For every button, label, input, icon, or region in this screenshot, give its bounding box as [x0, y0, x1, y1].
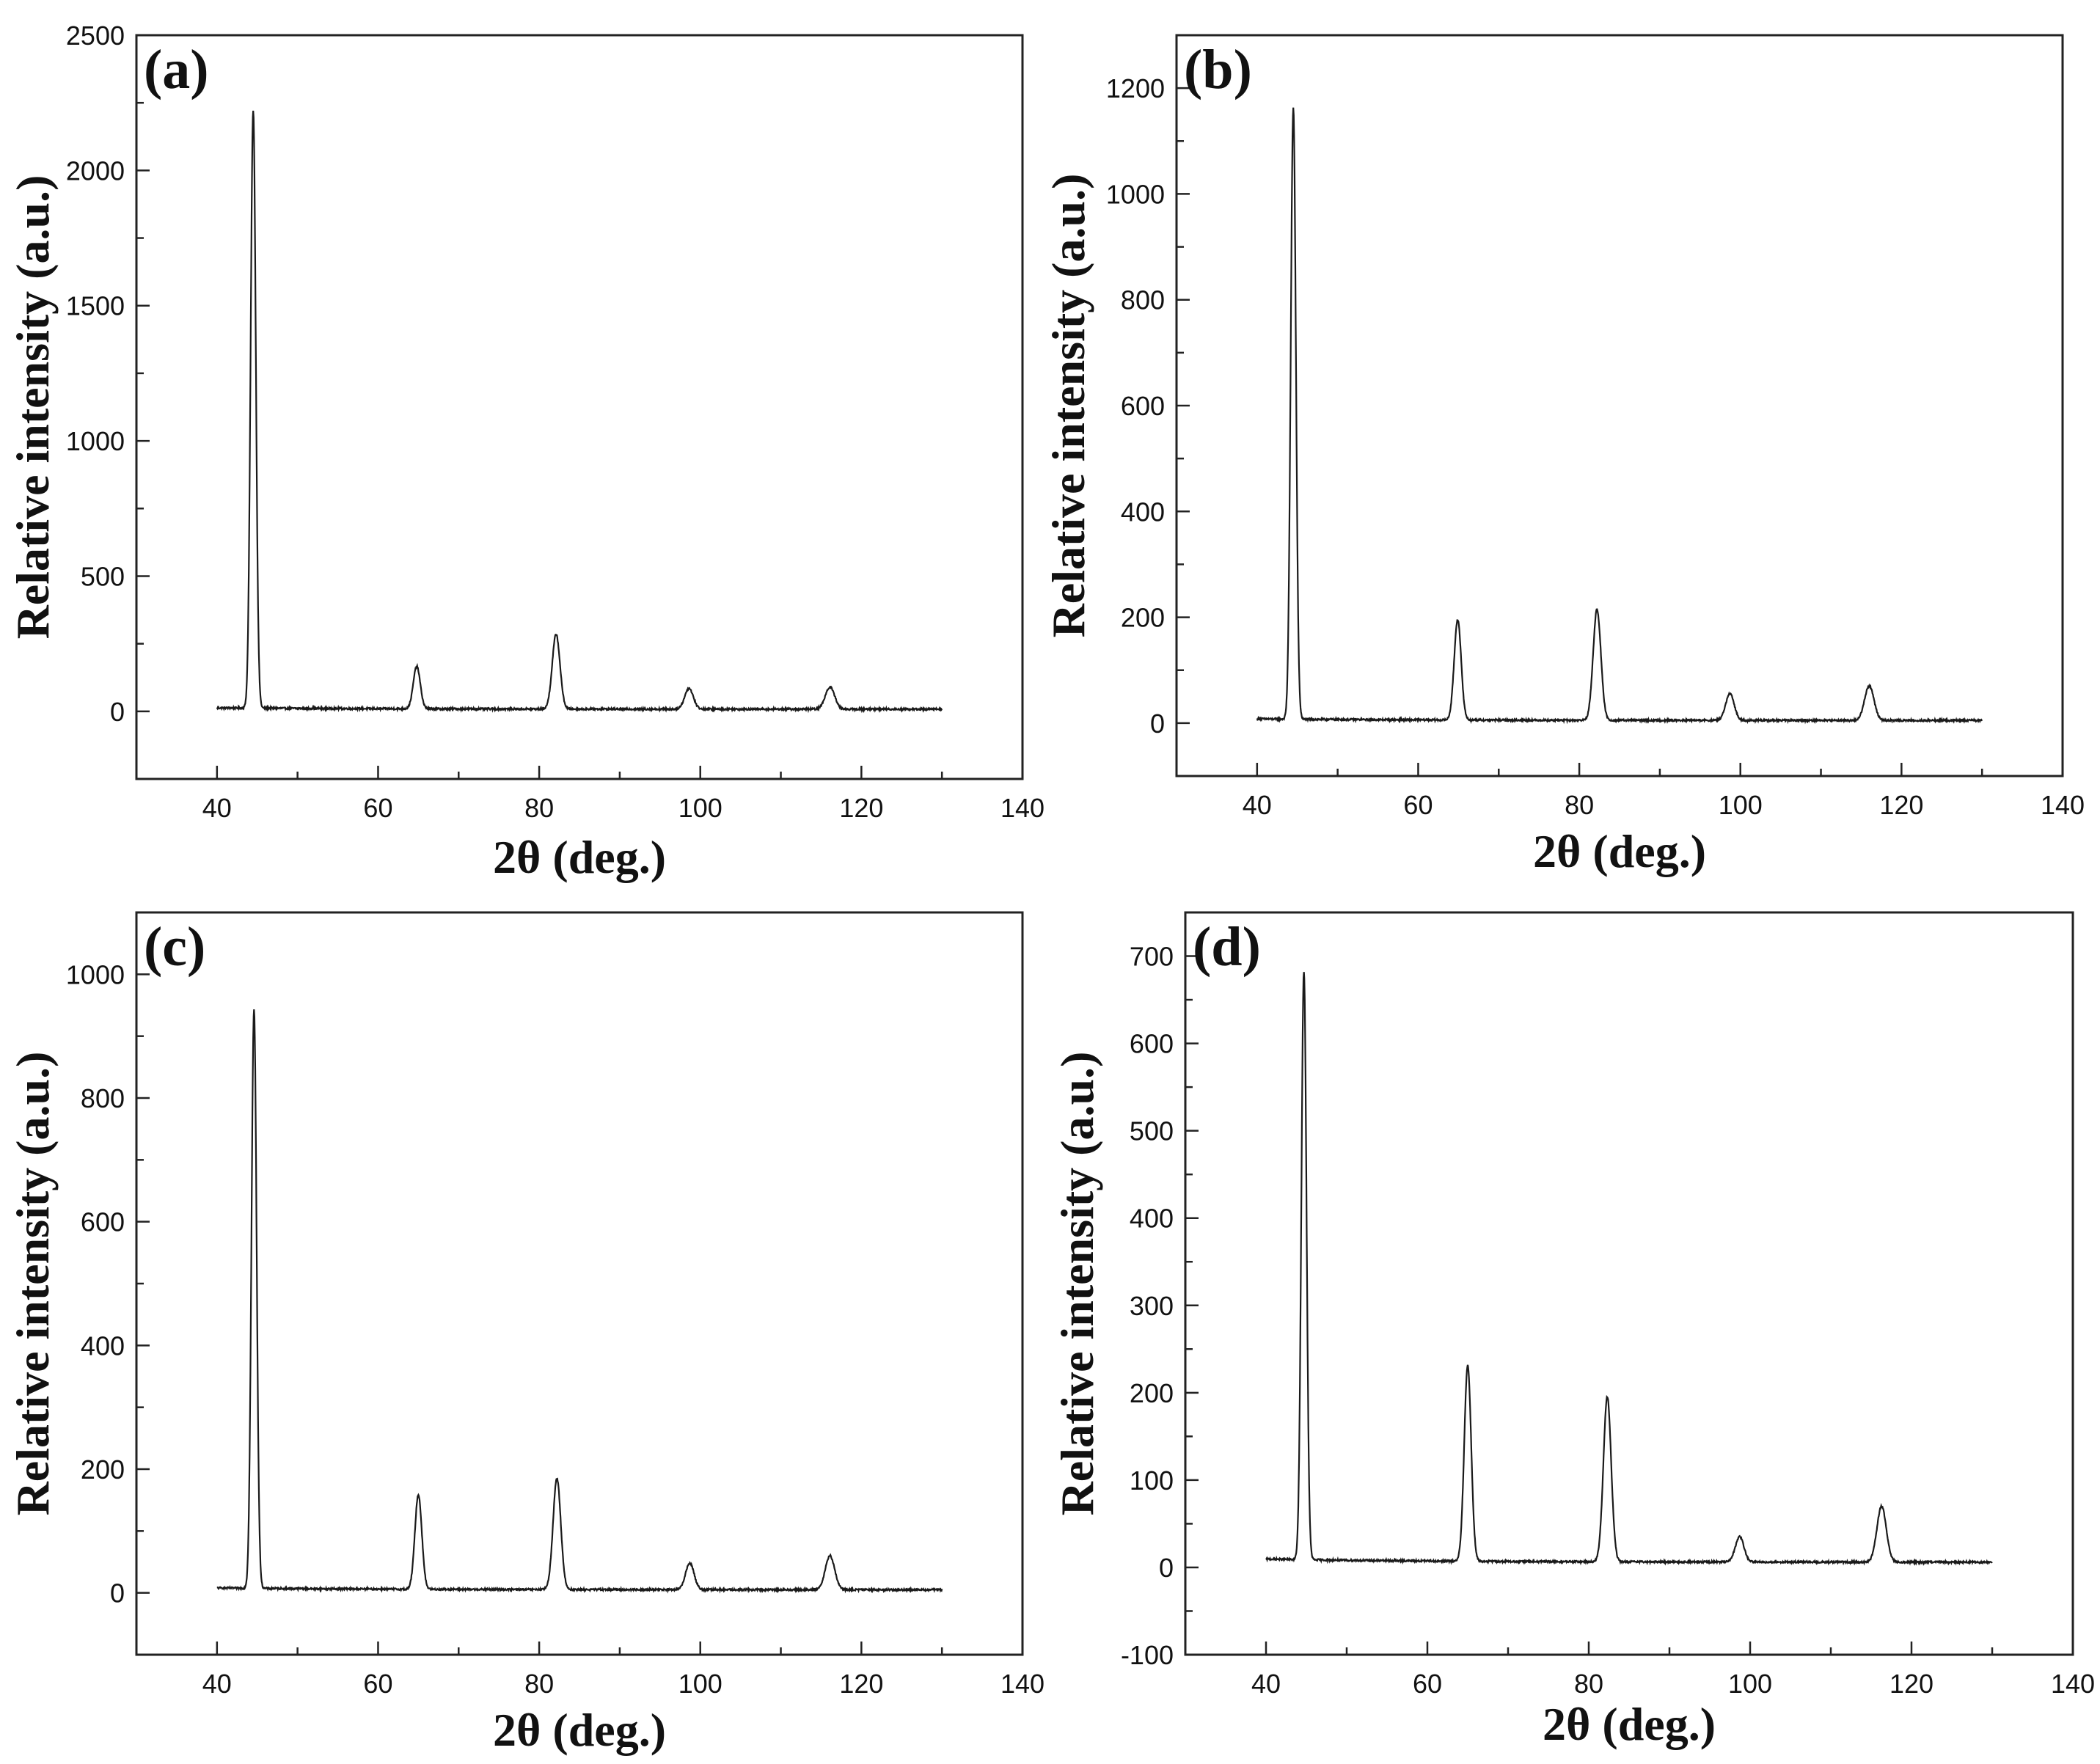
- y-tick-label: 800: [1121, 285, 1165, 315]
- x-tick-label: 100: [678, 1669, 722, 1699]
- y-tick-label: 500: [1130, 1116, 1174, 1146]
- xrd-pattern-line: [216, 110, 943, 714]
- x-tick-label: 120: [1879, 790, 1923, 820]
- y-axis-title: Relative intensity (a.u.): [7, 1052, 59, 1516]
- y-tick-label: 200: [81, 1454, 125, 1485]
- x-tick-label: 140: [2041, 790, 2085, 820]
- panel-label: (c): [144, 916, 205, 978]
- y-tick-label: 0: [1150, 709, 1165, 739]
- x-tick-label: 120: [1889, 1669, 1933, 1699]
- chart-panel-1: 40 60 80 100 120 140 0 500 1000 1500 2000 2500 2θ (d…: [7, 21, 1044, 883]
- y-tick-label: 400: [1121, 497, 1165, 527]
- x-tick-label: 40: [202, 793, 232, 823]
- x-tick-label: 100: [678, 793, 722, 823]
- y-tick-label: 400: [81, 1331, 125, 1361]
- plot-frame: [135, 34, 1024, 780]
- xrd-pattern-line: [1265, 972, 1993, 1567]
- x-tick-label: 140: [1000, 1669, 1044, 1699]
- x-axis-title: 2θ (deg.): [1543, 1698, 1716, 1750]
- y-tick-label: 600: [1121, 391, 1165, 421]
- x-tick-label: 140: [1000, 793, 1044, 823]
- y-tick-label: 1500: [66, 291, 125, 321]
- plot-frame: [135, 911, 1024, 1656]
- y-tick-label: -100: [1121, 1640, 1174, 1670]
- y-tick-label: 200: [1130, 1378, 1174, 1408]
- plot-frame: [1184, 911, 2074, 1656]
- y-tick-label: 0: [110, 697, 125, 727]
- x-axis-title: 2θ (deg.): [1533, 825, 1706, 877]
- x-tick-label: 40: [1251, 1669, 1281, 1699]
- x-tick-label: 120: [839, 1669, 883, 1699]
- y-tick-label: 1000: [66, 426, 125, 456]
- y-tick-label: 600: [1130, 1029, 1174, 1059]
- x-tick-label: 120: [839, 793, 883, 823]
- y-tick-label: 200: [1121, 603, 1165, 633]
- y-axis-title: Relative intensity (a.u.): [1042, 174, 1094, 638]
- chart-panel-4: 40 60 80 100 120 140 -100 0 100 200 300 400 500 600 70…: [1051, 911, 2095, 1750]
- panel-label: (d): [1193, 916, 1261, 978]
- y-tick-label: 2500: [66, 21, 125, 51]
- x-tick-label: 100: [1728, 1669, 1772, 1699]
- y-axis-title: Relative intensity (a.u.): [7, 175, 59, 640]
- chart-panel-3: 40 60 80 100 120 140 0 200 400 600 800 1000 2θ (deg.…: [7, 911, 1044, 1756]
- y-tick-label: 300: [1130, 1291, 1174, 1321]
- y-tick-label: 1000: [66, 959, 125, 989]
- xrd-pattern-line: [1256, 107, 1983, 725]
- x-tick-label: 140: [2051, 1669, 2095, 1699]
- y-tick-label: 600: [81, 1207, 125, 1237]
- panel-label: (a): [144, 39, 209, 100]
- y-tick-label: 800: [81, 1083, 125, 1113]
- x-tick-label: 60: [363, 793, 392, 823]
- x-tick-label: 80: [1574, 1669, 1603, 1699]
- x-axis-title: 2θ (deg.): [493, 831, 666, 883]
- x-tick-label: 60: [1413, 1669, 1442, 1699]
- y-tick-label: 500: [81, 561, 125, 591]
- x-tick-label: 80: [1565, 790, 1594, 820]
- xrd-pattern-line: [216, 1009, 943, 1594]
- x-tick-label: 40: [202, 1669, 232, 1699]
- chart-panel-2: 40 60 80 100 120 140 0 200 400 600 800 1000 1200 2θ (…: [1042, 34, 2085, 877]
- y-tick-label: 0: [110, 1578, 125, 1609]
- y-axis-title: Relative intensity (a.u.): [1051, 1052, 1103, 1516]
- x-axis-title: 2θ (deg.): [493, 1704, 666, 1756]
- plot-frame: [1175, 34, 2064, 777]
- x-tick-label: 60: [1403, 790, 1433, 820]
- y-tick-label: 2000: [66, 155, 125, 186]
- x-tick-label: 100: [1719, 790, 1763, 820]
- panel-label: (b): [1184, 39, 1252, 100]
- y-tick-label: 1000: [1106, 179, 1165, 209]
- y-tick-label: 400: [1130, 1204, 1174, 1234]
- y-tick-label: 100: [1130, 1465, 1174, 1496]
- y-tick-label: 1200: [1106, 73, 1165, 103]
- x-tick-label: 60: [363, 1669, 392, 1699]
- x-tick-label: 80: [524, 793, 554, 823]
- y-tick-label: 0: [1159, 1553, 1174, 1583]
- x-tick-label: 80: [524, 1669, 554, 1699]
- y-tick-label: 700: [1130, 942, 1174, 972]
- x-tick-label: 40: [1243, 790, 1272, 820]
